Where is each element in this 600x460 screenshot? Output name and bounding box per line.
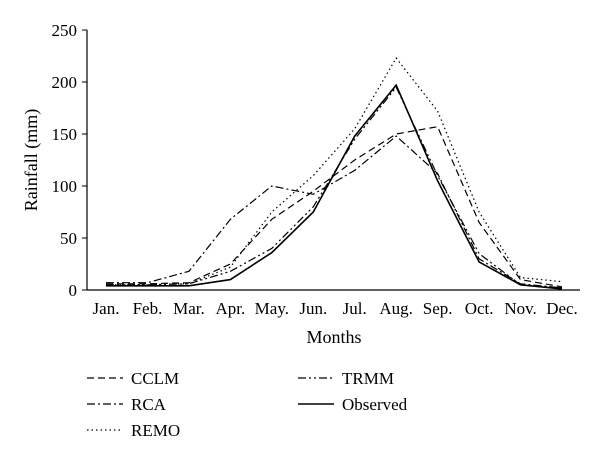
x-tick-label: Oct. xyxy=(465,299,494,318)
x-tick-label: Sep. xyxy=(423,299,453,318)
series-line-trmm xyxy=(106,86,563,289)
x-tick-label: Mar. xyxy=(173,299,205,318)
legend-item-cclm: CCLM xyxy=(87,369,179,388)
legend-label: TRMM xyxy=(342,369,394,388)
legend-item-remo: REMO xyxy=(87,421,180,440)
series-line-rca xyxy=(106,135,563,289)
y-tick-label: 50 xyxy=(60,229,77,248)
legend: CCLM RCA REMO TRMM Observed xyxy=(87,369,408,440)
x-tick-label: Jun. xyxy=(299,299,327,318)
legend-item-rca: RCA xyxy=(87,395,167,414)
x-tick-label: Jul. xyxy=(343,299,367,318)
series-line-observed xyxy=(106,83,563,290)
x-tick-label: Feb. xyxy=(133,299,163,318)
legend-label: RCA xyxy=(131,395,167,414)
y-tick-label: 100 xyxy=(52,177,78,196)
x-axis-title: Months xyxy=(306,327,361,347)
legend-label: REMO xyxy=(131,421,180,440)
legend-label: CCLM xyxy=(131,369,179,388)
series-lines xyxy=(106,57,563,290)
x-tick-label: May. xyxy=(255,299,289,318)
legend-item-trmm: TRMM xyxy=(298,369,394,388)
y-tick-label: 250 xyxy=(52,21,78,40)
series-line-cclm xyxy=(106,126,563,288)
x-tick-label: Dec. xyxy=(546,299,578,318)
y-tick-label: 0 xyxy=(69,281,78,300)
y-ticks: 0 50 100 150 200 250 xyxy=(52,21,87,300)
y-tick-label: 150 xyxy=(52,125,78,144)
y-tick-label: 200 xyxy=(52,73,78,92)
y-axis-title: Rainfall (mm) xyxy=(21,109,42,211)
x-tick-label: Jan. xyxy=(93,299,120,318)
x-tick-label: Nov. xyxy=(504,299,536,318)
x-tick-label: Apr. xyxy=(215,299,245,318)
axes xyxy=(86,30,580,291)
legend-item-observed: Observed xyxy=(298,395,408,414)
x-tick-label: Aug. xyxy=(379,299,413,318)
series-line-remo xyxy=(106,57,563,286)
legend-label: Observed xyxy=(342,395,408,414)
x-ticks: Jan. Feb. Mar. Apr. May. Jun. Jul. Aug. Sep. Oct.… xyxy=(93,299,578,318)
